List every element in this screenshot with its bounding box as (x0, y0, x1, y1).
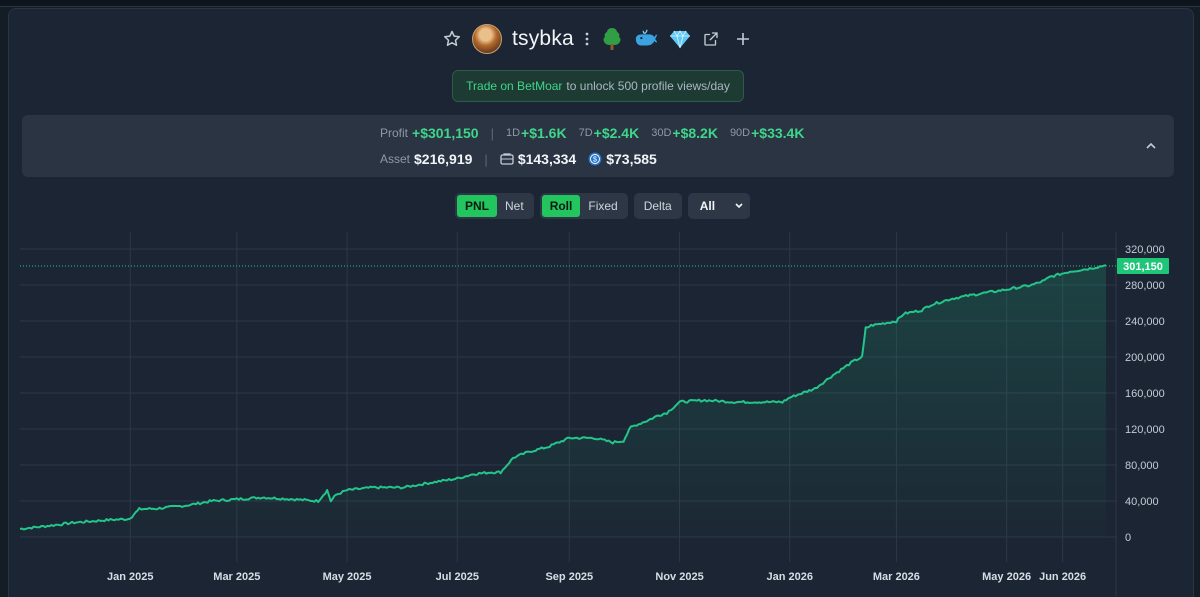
separator: | (484, 151, 488, 167)
external-link-icon[interactable] (702, 30, 720, 48)
x-tick-label: Mar 2025 (213, 571, 260, 583)
asset-row: Asset $216,919 | $143,334 $ $73,585 (380, 151, 657, 167)
y-tick-label: 120,000 (1125, 424, 1165, 436)
profit-row: Profit +$301,150 | 1D +$1.6K 7D +$2.4K 3… (380, 125, 804, 141)
profile-header: tsybka (442, 22, 750, 56)
period-30d-label: 30D (651, 127, 672, 139)
chevron-down-icon (735, 203, 743, 209)
x-tick-label: Sep 2025 (545, 571, 593, 583)
fixed-button[interactable]: Fixed (588, 199, 618, 213)
pnl-net-toggle: PNL Net (455, 193, 534, 219)
period-1d-label: 1D (505, 127, 521, 139)
asset-label: Asset (380, 152, 411, 166)
pnl-button[interactable]: PNL (457, 195, 497, 217)
y-tick-label: 40,000 (1125, 496, 1159, 508)
net-button[interactable]: Net (505, 199, 524, 213)
tree-emoji-icon (600, 27, 624, 51)
betmoar-link[interactable]: Trade on BetMoar (466, 79, 563, 93)
current-value-label: 301,150 (1123, 261, 1163, 273)
wallet-value: $143,334 (517, 151, 577, 167)
diamond-emoji-icon (668, 27, 692, 51)
period-90d-label: 90D (729, 127, 751, 139)
plus-icon[interactable] (736, 32, 750, 46)
y-tick-label: 240,000 (1125, 316, 1165, 328)
range-select[interactable]: All (687, 193, 750, 219)
more-icon[interactable] (584, 31, 590, 47)
period-1d-value: +$1.6K (521, 125, 567, 141)
y-tick-label: 0 (1125, 532, 1131, 544)
series-line (19, 264, 1107, 531)
x-tick-label: Jul 2025 (436, 571, 479, 583)
period-30d-value: +$8.2K (672, 125, 718, 141)
x-tick-label: Mar 2026 (873, 571, 920, 583)
profit-label: Profit (380, 126, 409, 140)
roll-button[interactable]: Roll (541, 195, 581, 217)
series-area (20, 265, 1106, 537)
username[interactable]: tsybka (512, 27, 574, 50)
separator: | (490, 125, 494, 141)
whale-emoji-icon (634, 27, 658, 51)
avatar[interactable] (472, 24, 502, 54)
promo-banner: Trade on BetMoar to unlock 500 profile v… (452, 70, 744, 102)
y-tick-label: 320,000 (1125, 244, 1165, 256)
chevron-up-icon[interactable] (1142, 137, 1160, 155)
wallet-icon (500, 153, 514, 165)
x-tick-label: Jun 2026 (1039, 571, 1086, 583)
period-7d-label: 7D (578, 127, 593, 139)
star-icon[interactable] (442, 29, 462, 49)
asset-value: $216,919 (414, 151, 473, 167)
chart-controls: PNL Net Roll Fixed Delta All (455, 193, 750, 219)
x-tick-label: Jan 2026 (767, 571, 813, 583)
delta-button[interactable]: Delta (633, 193, 682, 219)
current-value-tag (1117, 257, 1169, 274)
x-tick-label: May 2025 (323, 571, 372, 583)
svg-text:$: $ (593, 157, 597, 164)
stats-panel: Profit +$301,150 | 1D +$1.6K 7D +$2.4K 3… (22, 115, 1174, 177)
period-7d-value: +$2.4K (593, 125, 640, 141)
top-border (0, 0, 1200, 7)
profit-value: +$301,150 (412, 125, 479, 141)
x-tick-label: Jan 2025 (107, 571, 153, 583)
y-tick-label: 280,000 (1125, 280, 1165, 292)
period-90d-value: +$33.4K (751, 125, 805, 141)
usdc-coin-icon: $ (588, 152, 602, 166)
y-tick-label: 80,000 (1125, 460, 1159, 472)
banner-text: to unlock 500 profile views/day (566, 79, 730, 93)
y-tick-label: 160,000 (1125, 388, 1165, 400)
pnl-chart[interactable]: 0 40,000 80,000 120,000 160,000 200,000 240,00… (0, 232, 1200, 596)
x-tick-label: Nov 2025 (655, 571, 703, 583)
roll-fixed-toggle: Roll Fixed (539, 193, 628, 219)
coin-value: $73,585 (606, 151, 657, 167)
x-tick-label: May 2026 (982, 571, 1031, 583)
range-select-value: All (699, 199, 716, 213)
y-tick-label: 200,000 (1125, 352, 1165, 364)
